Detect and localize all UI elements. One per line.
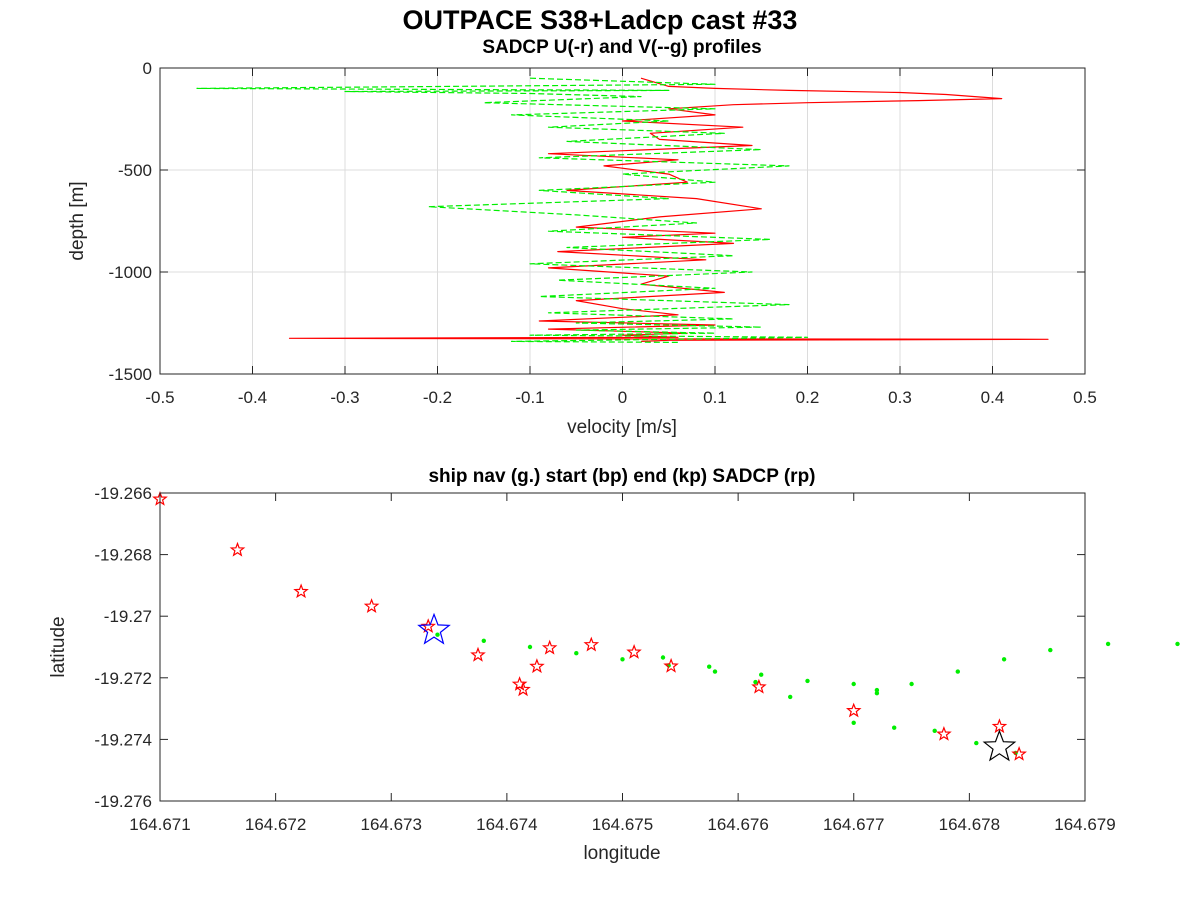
nav-y-tick-label: -19.268 bbox=[94, 546, 152, 565]
end-position-star bbox=[982, 729, 1017, 762]
ship-nav-point bbox=[892, 725, 897, 730]
velocity-x-tick-label: 0.2 bbox=[796, 388, 820, 407]
v-velocity-line bbox=[196, 77, 809, 343]
nav-x-tick-label: 164.678 bbox=[939, 815, 1000, 834]
ship-nav-title: ship nav (g.) start (bp) end (kp) SADCP … bbox=[428, 466, 815, 487]
ship-nav-point bbox=[851, 720, 856, 725]
ship-nav-point bbox=[932, 728, 937, 733]
velocity-x-tick-label: 0 bbox=[618, 388, 627, 407]
velocity-x-tick-label: 0.1 bbox=[703, 388, 727, 407]
ship-nav-point bbox=[620, 657, 625, 662]
start-position-star bbox=[417, 612, 451, 645]
sadcp-point-star bbox=[1011, 745, 1027, 761]
ship-nav-y-label: latitude bbox=[48, 616, 69, 677]
sadcp-point-star bbox=[626, 643, 642, 659]
sadcp-point-star bbox=[936, 725, 952, 741]
nav-x-tick-label: 164.677 bbox=[823, 815, 884, 834]
velocity-y-label: depth [m] bbox=[67, 181, 88, 260]
ship-nav-point bbox=[955, 669, 960, 674]
velocity-profile-title: SADCP U(-r) and V(--g) profiles bbox=[482, 37, 761, 58]
nav-y-tick-label: -19.272 bbox=[94, 669, 152, 688]
ship-nav-point bbox=[1048, 647, 1053, 653]
velocity-plot-area bbox=[196, 77, 1049, 343]
sadcp-point-star bbox=[583, 636, 600, 652]
ship-nav-point bbox=[1001, 657, 1007, 662]
nav-y-tick-label: -19.274 bbox=[94, 730, 152, 749]
nav-x-tick-label: 164.679 bbox=[1054, 815, 1115, 834]
ship-nav-point bbox=[435, 632, 440, 637]
velocity-y-tick-label: -1000 bbox=[109, 263, 152, 282]
ship-nav-point bbox=[759, 672, 764, 677]
sadcp-point-star bbox=[470, 646, 486, 662]
ship-nav-point bbox=[851, 681, 856, 687]
velocity-y-tick-label: -500 bbox=[118, 161, 152, 180]
sadcp-point-star bbox=[229, 541, 246, 557]
velocity-x-tick-label: 0.4 bbox=[981, 388, 1005, 407]
velocity-x-tick-label: 0.5 bbox=[1073, 388, 1097, 407]
ship-nav-point bbox=[874, 691, 880, 696]
velocity-x-tick-label: -0.2 bbox=[423, 388, 452, 407]
ship-nav-point bbox=[574, 651, 579, 656]
sadcp-point-star bbox=[420, 618, 437, 634]
ship-nav-point bbox=[874, 687, 880, 693]
nav-x-tick-label: 164.671 bbox=[129, 815, 190, 834]
ship-nav-point bbox=[974, 740, 979, 746]
nav-y-tick-label: -19.276 bbox=[94, 792, 152, 811]
ship-nav-point bbox=[660, 655, 666, 660]
velocity-x-label: velocity [m/s] bbox=[567, 417, 677, 438]
sadcp-point-star bbox=[541, 639, 558, 655]
u-velocity-line bbox=[288, 77, 1049, 342]
nav-y-tick-label: -19.266 bbox=[94, 484, 152, 503]
figure-title: OUTPACE S38+Ladcp cast #33 bbox=[403, 5, 798, 35]
velocity-y-tick-label: -1500 bbox=[109, 365, 152, 384]
ship-nav-point bbox=[1175, 641, 1180, 647]
velocity-x-tick-label: -0.5 bbox=[145, 388, 174, 407]
ship-nav-point bbox=[753, 679, 758, 685]
sadcp-point-star bbox=[515, 681, 531, 697]
ship-nav-point bbox=[909, 681, 914, 687]
velocity-y-tick-label: 0 bbox=[143, 59, 152, 78]
ship-nav-plot-area bbox=[152, 490, 1180, 762]
ship-nav-point bbox=[805, 678, 810, 684]
velocity-x-tick-label: -0.1 bbox=[515, 388, 544, 407]
ship-nav-point bbox=[1105, 641, 1111, 647]
nav-y-tick-label: -19.27 bbox=[104, 607, 152, 626]
velocity-grid bbox=[160, 68, 1085, 374]
velocity-x-tick-label: -0.4 bbox=[238, 388, 267, 407]
nav-x-tick-label: 164.674 bbox=[476, 815, 537, 834]
velocity-ticks: -0.5 -0.4 -0.3 -0.2 -0.1 0 0.1 0.2 0.3 0.4 0.5 0 -50… bbox=[109, 59, 1097, 407]
sadcp-point-star bbox=[663, 657, 679, 673]
ship-nav-point bbox=[712, 669, 718, 674]
nav-x-tick-label: 164.676 bbox=[707, 815, 768, 834]
ship-nav-ticks: 164.671 164.672 164.673 164.674 164.675 164.6… bbox=[94, 484, 1115, 834]
velocity-x-tick-label: 0.3 bbox=[888, 388, 912, 407]
ship-nav-point bbox=[527, 644, 533, 650]
sadcp-point-star bbox=[845, 702, 862, 718]
sadcp-point-star bbox=[293, 583, 309, 599]
nav-x-tick-label: 164.672 bbox=[245, 815, 306, 834]
nav-x-tick-label: 164.673 bbox=[361, 815, 422, 834]
sadcp-point-star bbox=[363, 598, 380, 613]
ship-nav-point bbox=[481, 638, 486, 643]
nav-x-tick-label: 164.675 bbox=[592, 815, 653, 834]
sadcp-point-star bbox=[751, 678, 767, 694]
ship-nav-point bbox=[788, 694, 793, 700]
ship-nav-chart: ship nav (g.) start (bp) end (kp) SADCP … bbox=[48, 466, 1180, 864]
ship-nav-x-label: longitude bbox=[583, 843, 660, 864]
sadcp-point-star bbox=[529, 658, 545, 674]
velocity-x-tick-label: -0.3 bbox=[330, 388, 359, 407]
ship-nav-point bbox=[707, 664, 712, 669]
sadcp-point-star bbox=[991, 718, 1008, 734]
velocity-profile-chart: SADCP U(-r) and V(--g) profiles -0.5 -0.4… bbox=[67, 37, 1097, 438]
